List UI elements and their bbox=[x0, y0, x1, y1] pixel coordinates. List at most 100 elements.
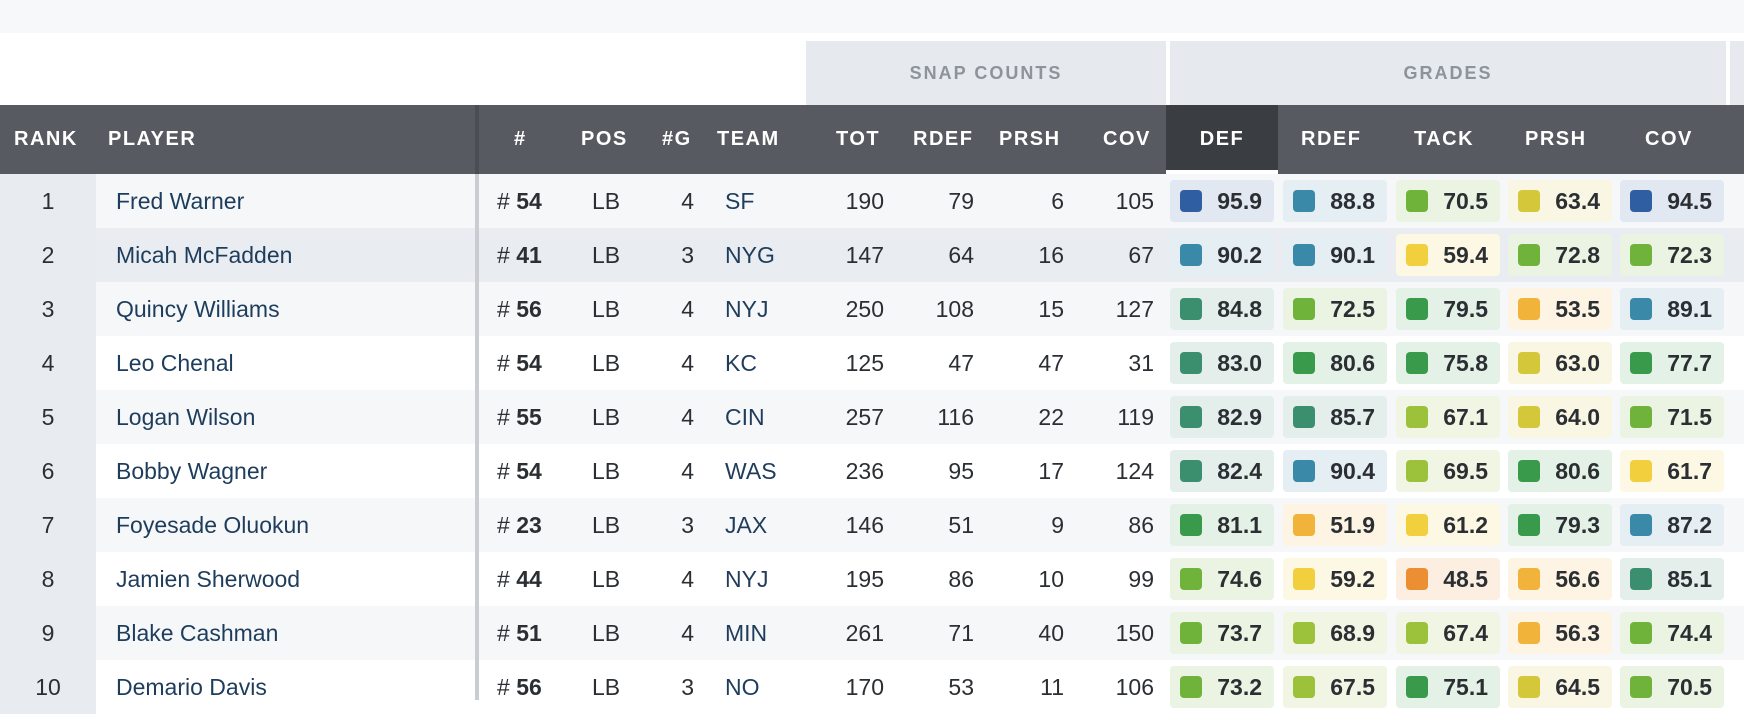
jersey-number: 55 bbox=[516, 404, 542, 430]
table-row[interactable]: 10 Demario Davis # 56 LB 3 NO 170 53 11 106 73.2 67… bbox=[0, 660, 1744, 714]
table-row[interactable]: 1 Fred Warner # 54 LB 4 SF 190 79 6 105 95.9 88.8 70… bbox=[0, 174, 1744, 228]
grade-indicator-icon bbox=[1180, 514, 1202, 536]
team-link[interactable]: NO bbox=[725, 674, 760, 700]
table-row[interactable]: 9 Blake Cashman # 51 LB 4 MIN 261 71 40 150 73.7 68… bbox=[0, 606, 1744, 660]
player-name-link[interactable]: Bobby Wagner bbox=[116, 458, 268, 484]
grade-prsh-cell: 80.6 bbox=[1508, 450, 1612, 492]
grade-indicator-icon bbox=[1293, 622, 1315, 644]
grade-value: 82.9 bbox=[1217, 404, 1262, 430]
col-header-team[interactable]: TEAM bbox=[717, 128, 780, 150]
snap-cov-cell: 86 bbox=[1128, 512, 1154, 538]
player-name-link[interactable]: Quincy Williams bbox=[116, 296, 280, 322]
jersey-cell: # 23 bbox=[497, 512, 542, 538]
grade-rdef-cell: 90.4 bbox=[1283, 450, 1387, 492]
grade-def-cell: 82.9 bbox=[1170, 396, 1274, 438]
games-cell: 4 bbox=[681, 296, 694, 322]
table-row[interactable]: 2 Micah McFadden # 41 LB 3 NYG 147 64 16 67 90.2 90… bbox=[0, 228, 1744, 282]
col-header-grade-tack[interactable]: TACK bbox=[1414, 128, 1475, 150]
player-name-link[interactable]: Jamien Sherwood bbox=[116, 566, 301, 592]
jersey-number: 56 bbox=[516, 296, 542, 322]
snap-tot-cell: 195 bbox=[845, 566, 884, 592]
player-name-link[interactable]: Fred Warner bbox=[116, 188, 245, 214]
player-name-link[interactable]: Demario Davis bbox=[116, 674, 267, 700]
player-name-link[interactable]: Leo Chenal bbox=[116, 350, 234, 376]
grade-indicator-icon bbox=[1293, 514, 1315, 536]
games-cell: 4 bbox=[681, 404, 694, 430]
grade-value: 79.3 bbox=[1555, 512, 1600, 538]
grade-rdef-cell: 85.7 bbox=[1283, 396, 1387, 438]
grade-indicator-icon bbox=[1180, 568, 1202, 590]
col-header-grade-def[interactable]: DEF bbox=[1166, 105, 1278, 174]
grade-indicator-icon bbox=[1406, 190, 1428, 212]
table-row[interactable]: 6 Bobby Wagner # 54 LB 4 WAS 236 95 17 124 82.4 90.… bbox=[0, 444, 1744, 498]
team-link[interactable]: CIN bbox=[725, 404, 765, 430]
player-name-link[interactable]: Foyesade Oluokun bbox=[116, 512, 310, 538]
col-header-snap-tot[interactable]: TOT bbox=[836, 128, 881, 150]
grade-indicator-icon bbox=[1406, 676, 1428, 698]
grade-prsh-cell: 64.0 bbox=[1508, 396, 1612, 438]
grade-value: 64.5 bbox=[1555, 674, 1600, 700]
snap-rdef-cell: 86 bbox=[948, 566, 974, 592]
table-row[interactable]: 4 Leo Chenal # 54 LB 4 KC 125 47 47 31 83.0 80.6 75.… bbox=[0, 336, 1744, 390]
grade-value: 64.0 bbox=[1555, 404, 1600, 430]
pos-cell: LB bbox=[592, 512, 621, 538]
grade-value: 72.5 bbox=[1330, 296, 1375, 322]
snap-rdef-cell: 71 bbox=[948, 620, 974, 646]
player-name-link[interactable]: Micah McFadden bbox=[116, 242, 293, 268]
grade-indicator-icon bbox=[1406, 244, 1428, 266]
table-row[interactable]: 3 Quincy Williams # 56 LB 4 NYJ 250 108 15 127 84.… bbox=[0, 282, 1744, 336]
games-cell: 3 bbox=[681, 674, 694, 700]
grade-value: 72.3 bbox=[1667, 242, 1712, 268]
team-link[interactable]: MIN bbox=[725, 620, 768, 646]
col-header-snap-prsh[interactable]: PRSH bbox=[999, 128, 1061, 150]
team-link[interactable]: KC bbox=[725, 350, 757, 376]
grade-prsh-cell: 63.4 bbox=[1508, 180, 1612, 222]
grade-value: 48.5 bbox=[1443, 566, 1488, 592]
grade-value: 71.5 bbox=[1667, 404, 1712, 430]
team-link[interactable]: NYG bbox=[725, 242, 775, 268]
snap-rdef-cell: 108 bbox=[935, 296, 974, 322]
col-header-grade-prsh[interactable]: PRSH bbox=[1525, 128, 1587, 150]
grade-value: 84.8 bbox=[1217, 296, 1262, 322]
team-link[interactable]: JAX bbox=[725, 512, 768, 538]
team-link[interactable]: NYJ bbox=[725, 566, 769, 592]
jersey-cell: # 54 bbox=[497, 350, 542, 376]
grade-indicator-icon bbox=[1518, 514, 1540, 536]
grade-def-cell: 84.8 bbox=[1170, 288, 1274, 330]
snap-tot-cell: 190 bbox=[845, 188, 884, 214]
grade-indicator-icon bbox=[1293, 244, 1315, 266]
table-row[interactable]: 8 Jamien Sherwood # 44 LB 4 NYJ 195 86 10 99 74.6 5… bbox=[0, 552, 1744, 606]
snap-cov-cell: 119 bbox=[1117, 404, 1154, 430]
grade-def-cell: 74.6 bbox=[1170, 558, 1274, 600]
grade-def-cell: 81.1 bbox=[1170, 504, 1274, 546]
col-header-pos[interactable]: POS bbox=[581, 128, 628, 150]
grade-indicator-icon bbox=[1518, 568, 1540, 590]
grade-prsh-cell: 53.5 bbox=[1508, 288, 1612, 330]
pos-cell: LB bbox=[592, 242, 621, 268]
team-link[interactable]: WAS bbox=[725, 458, 777, 484]
rank-cell: 10 bbox=[0, 660, 96, 714]
col-header-rank[interactable]: RANK bbox=[14, 128, 78, 150]
col-header-games[interactable]: #G bbox=[662, 128, 692, 150]
team-link[interactable]: SF bbox=[725, 188, 755, 214]
grade-indicator-icon bbox=[1630, 352, 1652, 374]
col-header-grade-cov[interactable]: COV bbox=[1645, 128, 1693, 150]
grade-indicator-icon bbox=[1180, 190, 1202, 212]
games-cell: 3 bbox=[681, 512, 694, 538]
snap-rdef-cell: 95 bbox=[948, 458, 974, 484]
col-header-snap-rdef[interactable]: RDEF bbox=[913, 128, 974, 150]
col-header-player[interactable]: PLAYER bbox=[108, 128, 197, 150]
col-header-snap-cov[interactable]: COV bbox=[1103, 128, 1151, 150]
table-row[interactable]: 5 Logan Wilson # 55 LB 4 CIN 257 116 22 119 82.9 85… bbox=[0, 390, 1744, 444]
snap-tot-cell: 261 bbox=[845, 620, 884, 646]
jersey-cell: # 44 bbox=[497, 566, 542, 592]
col-header-grade-rdef[interactable]: RDEF bbox=[1301, 128, 1362, 150]
col-header-jersey[interactable]: # bbox=[514, 128, 527, 150]
player-name-link[interactable]: Logan Wilson bbox=[116, 404, 256, 430]
team-link[interactable]: NYJ bbox=[725, 296, 769, 322]
grade-value: 61.7 bbox=[1667, 458, 1712, 484]
player-name-link[interactable]: Blake Cashman bbox=[116, 620, 279, 646]
table-row[interactable]: 7 Foyesade Oluokun # 23 LB 3 JAX 146 51 9 86 81.1 5… bbox=[0, 498, 1744, 552]
grade-value: 75.1 bbox=[1443, 674, 1488, 700]
grade-value: 51.9 bbox=[1330, 512, 1375, 538]
